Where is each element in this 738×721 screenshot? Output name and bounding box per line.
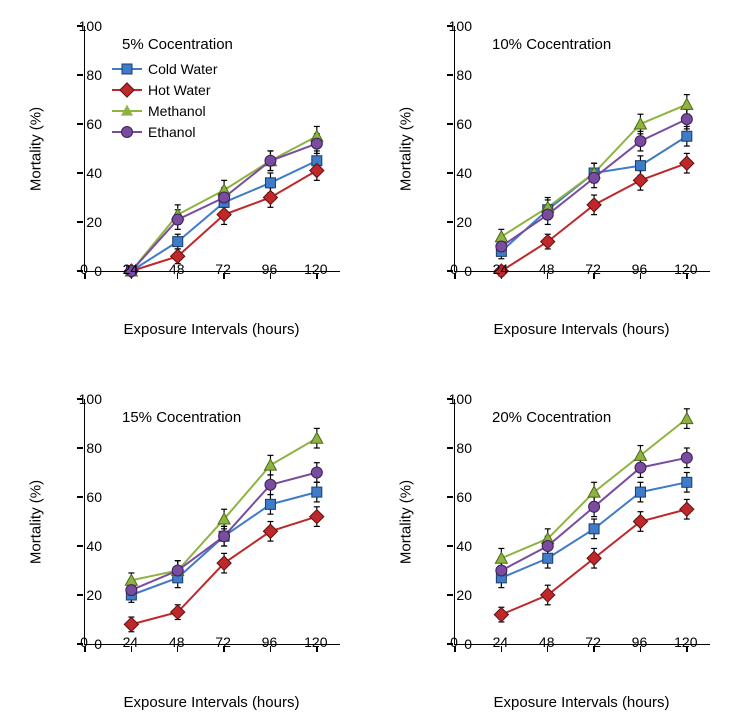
y-tick-label: 20	[436, 214, 472, 230]
panel-title: 15% Cocentration	[122, 409, 241, 426]
x-axis-title: Exposure Intervals (hours)	[454, 321, 709, 338]
y-axis-title: Mortality (%)	[398, 106, 415, 190]
chart-svg	[455, 26, 710, 271]
x-tick-label: 24	[110, 634, 150, 650]
x-tick-label: 24	[480, 634, 520, 650]
x-axis-title: Exposure Intervals (hours)	[84, 321, 339, 338]
plot-area	[454, 26, 710, 272]
y-tick-label: 80	[66, 440, 102, 456]
x-tick-label: 0	[64, 634, 104, 650]
legend-item: Ethanol	[112, 121, 218, 142]
y-tick-label: 60	[436, 116, 472, 132]
y-tick-label: 100	[66, 391, 102, 407]
y-tick-label: 20	[436, 587, 472, 603]
x-tick-label: 72	[573, 261, 613, 277]
chart-svg	[455, 399, 710, 644]
y-tick-label: 40	[436, 538, 472, 554]
y-tick-label: 60	[436, 489, 472, 505]
x-tick-label: 0	[434, 634, 474, 650]
y-tick-label: 60	[66, 489, 102, 505]
legend-label: Ethanol	[148, 124, 195, 140]
panel-15pct: 020406080100024487296120Mortality (%)Exp…	[22, 385, 362, 715]
x-tick-label: 96	[249, 634, 289, 650]
x-tick-label: 96	[619, 261, 659, 277]
panel-title: 5% Cocentration	[122, 36, 233, 53]
x-tick-label: 120	[296, 261, 336, 277]
y-tick-label: 60	[66, 116, 102, 132]
x-axis-title: Exposure Intervals (hours)	[84, 694, 339, 711]
panel-title: 10% Cocentration	[492, 36, 611, 53]
legend: Cold Water Hot Water Methanol Ethanol	[112, 58, 218, 142]
figure-root: 0 20 40 60 80 100 0 24 48 72 96 120 Mortality (%) Exp…	[0, 0, 738, 721]
x-tick-label: 24	[480, 261, 520, 277]
x-tick-label: 120	[296, 634, 336, 650]
plot-area	[84, 399, 340, 645]
y-axis-title: Mortality (%)	[28, 106, 45, 190]
panel-10pct: 020406080100024487296120Mortality (%)Exp…	[392, 12, 732, 342]
x-tick-label: 24	[110, 261, 150, 277]
y-tick-label: 80	[66, 67, 102, 83]
x-tick-label: 48	[157, 261, 197, 277]
y-tick-label: 20	[66, 587, 102, 603]
x-tick-label: 120	[666, 634, 706, 650]
y-tick-label: 40	[436, 165, 472, 181]
panel-20pct: 020406080100024487296120Mortality (%)Exp…	[392, 385, 732, 715]
legend-label: Methanol	[148, 103, 206, 119]
legend-item: Hot Water	[112, 79, 218, 100]
y-tick-label: 40	[66, 538, 102, 554]
legend-item: Cold Water	[112, 58, 218, 79]
x-tick-label: 48	[157, 634, 197, 650]
plot-area	[454, 399, 710, 645]
y-tick-label: 40	[66, 165, 102, 181]
x-axis-title: Exposure Intervals (hours)	[454, 694, 709, 711]
y-axis-title: Mortality (%)	[398, 479, 415, 563]
x-tick-label: 0	[64, 261, 104, 277]
y-tick-label: 100	[436, 391, 472, 407]
panel-5pct: 020406080100024487296120Mortality (%)Exp…	[22, 12, 362, 342]
chart-svg	[85, 399, 340, 644]
y-tick-label: 100	[66, 18, 102, 34]
x-tick-label: 48	[527, 261, 567, 277]
panel-title: 20% Cocentration	[492, 409, 611, 426]
y-axis-title: Mortality (%)	[28, 479, 45, 563]
x-tick-label: 96	[249, 261, 289, 277]
x-tick-label: 72	[203, 261, 243, 277]
legend-label: Hot Water	[148, 82, 211, 98]
y-tick-label: 80	[436, 440, 472, 456]
x-tick-label: 96	[619, 634, 659, 650]
legend-label: Cold Water	[148, 61, 218, 77]
x-tick-label: 0	[434, 261, 474, 277]
y-tick-label: 20	[66, 214, 102, 230]
x-tick-label: 120	[666, 261, 706, 277]
y-tick-label: 80	[436, 67, 472, 83]
x-tick-label: 72	[573, 634, 613, 650]
x-tick-label: 48	[527, 634, 567, 650]
y-tick-label: 100	[436, 18, 472, 34]
legend-item: Methanol	[112, 100, 218, 121]
x-tick-label: 72	[203, 634, 243, 650]
